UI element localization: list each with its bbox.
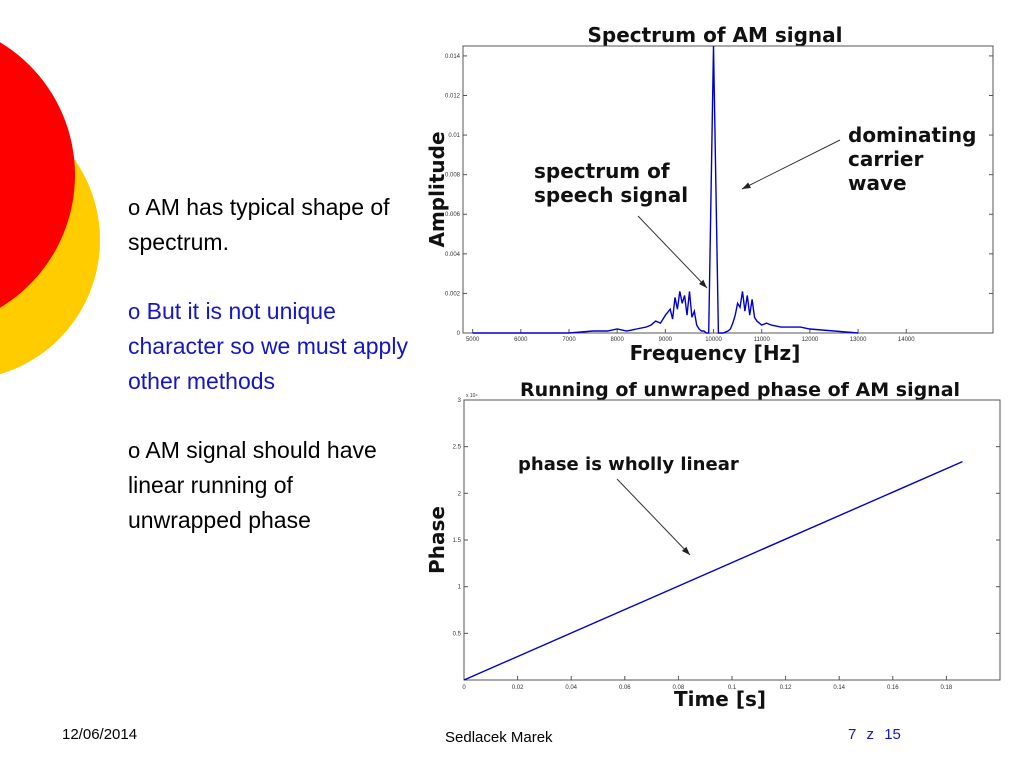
page-separator: z <box>866 726 875 743</box>
y-tick-label: 0.004 <box>445 252 461 258</box>
phase-chart: Running of unwraped phase of AM signal x … <box>425 379 1001 711</box>
phase-series-line <box>463 460 963 681</box>
bullet-marker: o <box>128 195 141 220</box>
x-tick-label: 8000 <box>611 337 625 343</box>
x-tick-label: 10000 <box>705 337 722 343</box>
red-circle <box>0 42 75 308</box>
x-tick-label: 0.1 <box>728 685 737 691</box>
bullet-item-1: o AM has typical shape of spectrum. <box>128 190 413 260</box>
decorative-circles <box>0 42 100 375</box>
x-tick-label: 0.16 <box>887 685 899 691</box>
x-tick-label: 0.12 <box>780 685 792 691</box>
bullet-list: o AM has typical shape of spectrum. o Bu… <box>128 190 413 572</box>
annotation-carrier-line: wave <box>848 171 907 195</box>
y-tick-label: 1 <box>458 585 462 591</box>
y-tick-label: 0.002 <box>445 291 461 297</box>
x-tick-label: 14000 <box>898 337 915 343</box>
annotation-carrier-line: dominating <box>848 123 976 147</box>
y-tick-label: 1.5 <box>453 538 462 544</box>
x-tick-label: 0.14 <box>833 685 845 691</box>
annotation-speech-line: spectrum of <box>534 159 670 183</box>
annotation-speech-line: speech signal <box>534 183 688 207</box>
y-tick-label: 0.012 <box>445 93 461 99</box>
y-tick-label: 0.006 <box>445 212 461 218</box>
x-tick-label: 7000 <box>562 337 576 343</box>
x-tick-label: 0 <box>462 685 466 691</box>
y-tick-label: 0.014 <box>445 54 461 60</box>
x-tick-label: 0.08 <box>673 685 685 691</box>
spectrum-series-line <box>472 45 859 334</box>
speech-arrow <box>637 215 708 289</box>
x-tick-label: 0.04 <box>565 685 577 691</box>
y-multiplier: x 10⁴ <box>466 393 478 399</box>
speech-arrow-head <box>698 279 707 288</box>
footer-page-number: 7 z 15 <box>848 726 901 743</box>
x-tick-label: 0.02 <box>512 685 524 691</box>
y-axis-label: Amplitude <box>425 131 449 247</box>
linear-arrow-head <box>681 546 690 555</box>
chart-title: Spectrum of AM signal <box>587 23 842 47</box>
y-tick-label: 0.008 <box>445 173 461 179</box>
y-tick-label: 0.5 <box>453 631 462 637</box>
x-tick-label: 6000 <box>514 337 528 343</box>
page-total: 15 <box>884 726 901 743</box>
bullet-text: But it is not unique character so we mus… <box>128 298 408 394</box>
carrier-arrow <box>741 139 841 190</box>
bullet-marker: o <box>128 438 141 463</box>
x-axis-label: Frequency [Hz] <box>630 341 801 363</box>
y-axis-label: Phase <box>425 506 449 574</box>
footer-author: Sedlacek Marek <box>445 729 553 746</box>
bullet-item-3: o AM signal should have linear running o… <box>128 433 413 538</box>
x-tick-label: 11000 <box>754 337 771 343</box>
bullet-text: AM has typical shape of spectrum. <box>128 194 390 255</box>
plot-area <box>463 399 1001 681</box>
y-tick-label: 0 <box>457 331 461 337</box>
footer-date: 12/06/2014 <box>62 726 138 743</box>
x-tick-label: 0.18 <box>941 685 953 691</box>
carrier-arrow-head <box>742 182 751 189</box>
y-tick-label: 2.5 <box>453 445 462 451</box>
bullet-text: AM signal should have linear running of … <box>128 437 377 533</box>
annotation-linear: phase is wholly linear <box>518 454 739 475</box>
chart-title: Running of unwraped phase of AM signal <box>520 379 960 401</box>
x-tick-label: 5000 <box>466 337 480 343</box>
bullet-item-2: o But it is not unique character so we m… <box>128 294 413 399</box>
spectrum-chart: Spectrum of AM signal 5000 6000 7000 8000 900… <box>425 23 994 363</box>
x-tick-label: 13000 <box>850 337 867 343</box>
annotation-carrier-line: carrier <box>848 147 923 171</box>
bullet-marker: o <box>128 299 141 324</box>
plot-area <box>462 45 994 334</box>
x-axis-label: Time [s] <box>674 687 766 711</box>
x-tick-label: 9000 <box>659 337 673 343</box>
page-current: 7 <box>848 726 857 743</box>
linear-arrow <box>616 478 691 556</box>
y-tick-label: 2 <box>458 491 462 497</box>
x-tick-label: 12000 <box>802 337 819 343</box>
y-tick-label: 0.01 <box>448 133 460 139</box>
x-tick-label: 0.06 <box>619 685 631 691</box>
y-tick-label: 3 <box>458 398 462 404</box>
